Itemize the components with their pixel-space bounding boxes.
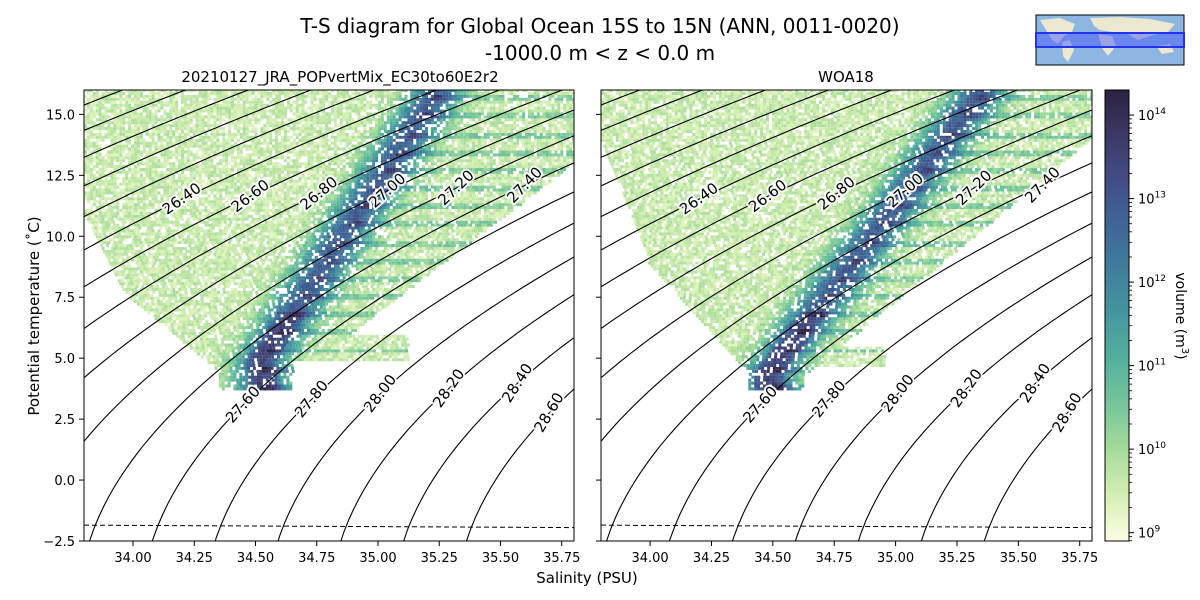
contour-label: 27.80 <box>808 377 849 422</box>
y-axis-label: Potential temperature (˚C) <box>25 216 43 415</box>
contour-label: 28.60 <box>1048 389 1085 435</box>
density-contour-26-60 <box>84 90 501 288</box>
colorbar-tick-label: 1011 <box>1138 358 1166 375</box>
density-contour-25-60 <box>601 90 705 131</box>
density-contour-27-60 <box>151 191 574 541</box>
x-tick-label: 34.00 <box>114 551 151 566</box>
density-contour-28-60 <box>983 388 1092 541</box>
density-contour-27-20 <box>84 135 574 442</box>
right-axes-frame <box>600 89 1093 542</box>
density-contour-27-60 <box>668 191 1092 541</box>
x-tick-label: 34.50 <box>237 551 274 566</box>
density-contour-25-80 <box>84 90 250 158</box>
density-contour-28-20 <box>340 294 574 541</box>
density-contour-26-40 <box>601 90 957 251</box>
right-panel-title: WOA18 <box>818 68 874 86</box>
y-tick-label: −2.5 <box>43 535 75 550</box>
density-contour-27-00 <box>601 109 1092 379</box>
y-tick-label: 7.5 <box>54 291 75 306</box>
density-contour-27-40 <box>88 162 574 541</box>
x-axis-label: Salinity (PSU) <box>536 569 638 587</box>
density-contour-28-60 <box>465 388 574 541</box>
contour-label: 28.20 <box>947 365 986 411</box>
ts-volume-cloud <box>601 90 1092 391</box>
density-contour-26-00 <box>601 90 831 187</box>
freezing-point-line <box>84 524 574 529</box>
y-tick-label: 2.5 <box>54 413 75 428</box>
colorbar-tick-label: 1014 <box>1138 107 1166 124</box>
density-contour-28-00 <box>277 256 574 541</box>
y-tick-label: 5.0 <box>54 352 75 367</box>
density-contour-26-00 <box>84 90 313 187</box>
ts-volume-cloud <box>84 90 574 391</box>
y-tick-label: 10.0 <box>46 230 75 245</box>
figure-title-line2: -1000.0 m < z < 0.0 m <box>485 41 715 65</box>
x-tick-label: 35.75 <box>543 551 580 566</box>
contour-label: 28.00 <box>878 371 918 416</box>
density-contour-28-40 <box>920 337 1092 541</box>
freezing-point-line <box>601 524 1092 529</box>
contour-label: 27.80 <box>291 377 332 422</box>
left-panel-title: 20210127_JRA_POPvertMix_EC30to60E2r2 <box>181 68 498 87</box>
y-tick-label: 15.0 <box>46 108 75 123</box>
density-contour-27-40 <box>605 162 1092 541</box>
density-contour-27-80 <box>214 222 574 541</box>
colorbar-tick-label: 1010 <box>1138 441 1166 458</box>
density-contour-25-80 <box>601 90 768 158</box>
region-map-inset <box>1035 14 1185 66</box>
density-contour-26-80 <box>84 90 564 329</box>
density-contour-27-20 <box>601 135 1092 442</box>
colorbar-tick-label: 1012 <box>1138 274 1166 291</box>
x-tick-label: 34.00 <box>631 551 668 566</box>
x-tick-label: 34.25 <box>176 551 213 566</box>
density-contour-25-60 <box>84 90 187 131</box>
density-contour-28-20 <box>857 294 1092 541</box>
density-contour-27-00 <box>84 109 574 379</box>
x-tick-label: 35.50 <box>1000 551 1037 566</box>
contour-label: 28.40 <box>1016 360 1054 406</box>
colorbar-tick-label: 109 <box>1138 525 1161 542</box>
density-contour-27-80 <box>731 222 1092 541</box>
x-tick-label: 35.25 <box>421 551 458 566</box>
density-contour-26-40 <box>84 90 439 251</box>
density-contour-28-40 <box>403 337 574 541</box>
density-contour-26-60 <box>601 90 1019 288</box>
density-contour-26-20 <box>601 90 893 218</box>
colorbar-tick-label: 1013 <box>1138 191 1166 208</box>
colorbar-label: volume (m3) <box>1172 272 1190 359</box>
contour-label: 28.40 <box>498 360 536 406</box>
colorbar: 109 1010 1011 1012 1013 1014 volume (m3) <box>1104 89 1190 542</box>
x-tick-label: 34.25 <box>693 551 730 566</box>
contour-label: 28.60 <box>530 389 567 435</box>
y-tick-label: 12.5 <box>46 169 75 184</box>
x-tick-label: 34.50 <box>754 551 791 566</box>
left-axes-frame <box>83 89 575 542</box>
x-tick-label: 35.75 <box>1061 551 1098 566</box>
figure-title-line1: T-S diagram for Global Ocean 15S to 15N … <box>299 14 899 38</box>
contour-label: 28.20 <box>429 365 468 411</box>
density-contour-26-20 <box>84 90 376 218</box>
x-tick-label: 34.75 <box>816 551 853 566</box>
x-tick-label: 35.50 <box>482 551 519 566</box>
density-contour-28-00 <box>794 256 1092 541</box>
density-contour-26-80 <box>601 90 1082 329</box>
x-tick-label: 35.25 <box>938 551 975 566</box>
x-tick-label: 34.75 <box>298 551 335 566</box>
x-tick-label: 35.00 <box>877 551 914 566</box>
x-tick-label: 35.00 <box>359 551 396 566</box>
y-tick-label: 0.0 <box>54 474 75 489</box>
contour-label: 28.00 <box>360 371 400 416</box>
